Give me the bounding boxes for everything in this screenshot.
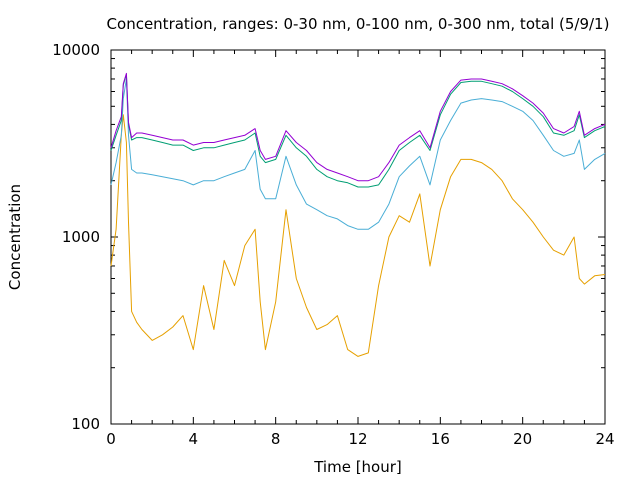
- x-tick-label: 24: [595, 430, 614, 448]
- labels-layer: 0 4 8 12 16 20 24 100 1000 10000: [52, 41, 614, 448]
- x-tick-label: 0: [106, 430, 116, 448]
- ticks-layer: [110, 49, 606, 425]
- x-tick-label: 12: [348, 430, 367, 448]
- series-line-4: [110, 72, 606, 182]
- series-layer: [110, 72, 606, 357]
- x-tick-label: 16: [431, 430, 450, 448]
- x-tick-label: 4: [189, 430, 199, 448]
- y-tick-label: 1000: [62, 228, 100, 246]
- x-tick-label: 20: [513, 430, 532, 448]
- x-axis-title: Time [hour]: [313, 458, 402, 476]
- plot-frame: [110, 49, 606, 425]
- series-line-1: [110, 114, 606, 357]
- series-line-3: [110, 74, 606, 188]
- y-tick-label: 100: [71, 415, 100, 433]
- chart-title: Concentration, ranges: 0-30 nm, 0-100 nm…: [107, 15, 610, 33]
- y-axis-title: Concentration: [6, 184, 24, 290]
- y-tick-label: 10000: [52, 41, 100, 59]
- x-tick-label: 8: [271, 430, 281, 448]
- series-line-2: [110, 78, 606, 230]
